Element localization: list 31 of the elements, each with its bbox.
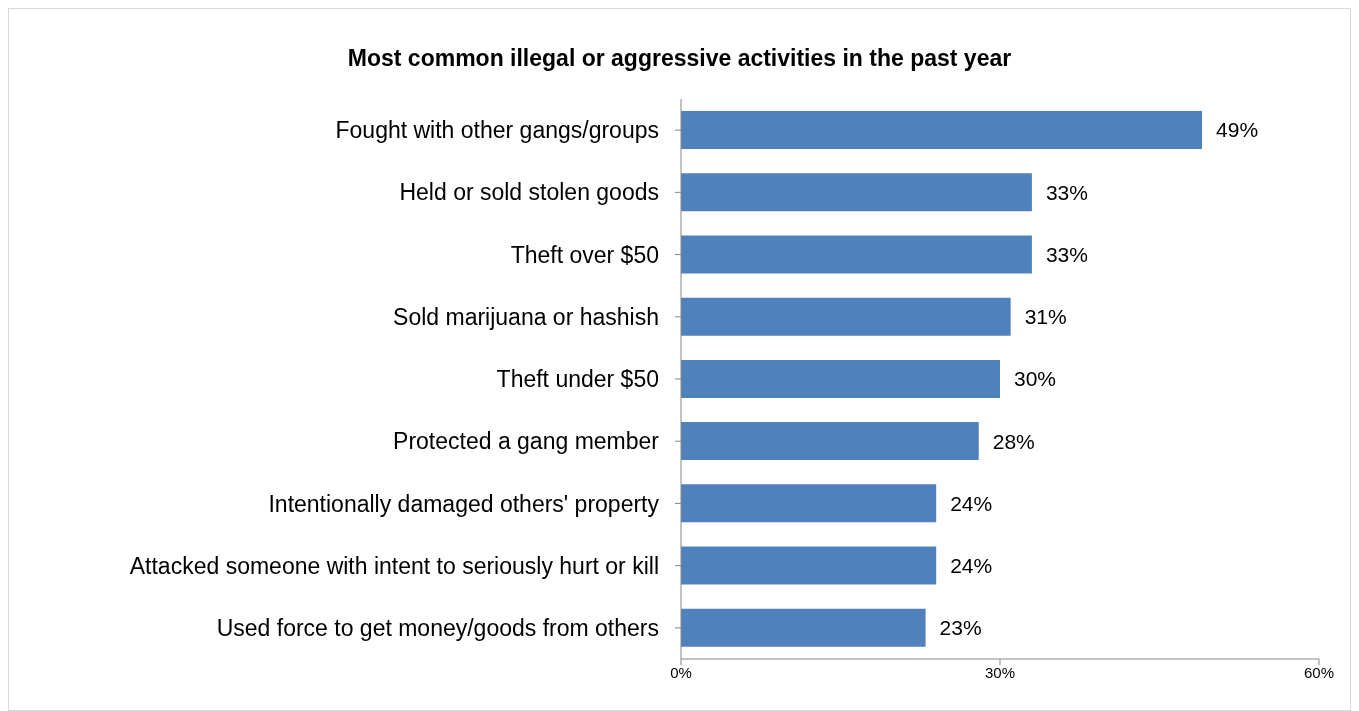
x-tick-label: 60%	[1303, 663, 1335, 681]
bar	[681, 359, 1000, 398]
data-label: 24%	[950, 491, 993, 515]
data-label: 49%	[1216, 118, 1259, 142]
y-tick-label: Held or sold stolen goods	[399, 179, 659, 206]
y-tick-label: Theft under $50	[496, 366, 659, 393]
x-tick-label: 30%	[984, 663, 1016, 681]
y-tick-label: Sold marijuana or hashish	[393, 303, 659, 330]
data-label: 24%	[950, 554, 993, 578]
y-tick-label: Intentionally damaged others' property	[268, 490, 660, 517]
y-tick-label: Protected a gang member	[393, 428, 660, 455]
bar	[681, 173, 1032, 212]
chart-title: Most common illegal or aggressive activities in the past year	[346, 45, 1013, 73]
data-label: 23%	[939, 616, 982, 640]
data-label: 33%	[1045, 180, 1088, 204]
bar	[681, 422, 979, 461]
bar	[681, 546, 937, 585]
y-tick-label: Attacked someone with intent to seriously hurt or kill	[129, 552, 659, 579]
data-label: 33%	[1045, 242, 1088, 266]
bar	[681, 608, 926, 647]
data-label: 28%	[992, 429, 1035, 453]
bar	[681, 111, 1203, 149]
x-tick-label: 0%	[670, 663, 692, 681]
bar	[681, 484, 937, 523]
bar	[681, 297, 1011, 336]
bar	[681, 235, 1032, 274]
data-label: 31%	[1024, 305, 1067, 329]
data-label: 30%	[1014, 367, 1057, 391]
y-tick-label: Theft over $50	[510, 241, 659, 268]
y-tick-label: Fought with other gangs/groups	[335, 117, 659, 144]
y-tick-label: Used force to get money/goods from others	[216, 615, 659, 642]
